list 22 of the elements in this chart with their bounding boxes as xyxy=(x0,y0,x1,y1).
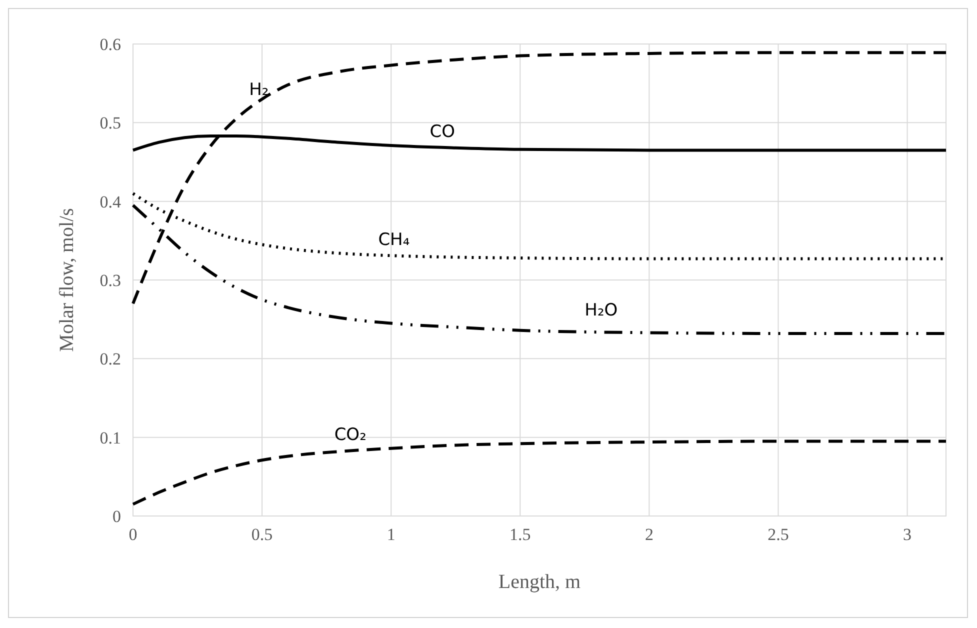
series-label: CH₄ xyxy=(378,230,410,250)
y-tick-label: 0.1 xyxy=(100,428,121,448)
x-tick-label: 2.5 xyxy=(768,525,789,544)
series-label: CO₂ xyxy=(334,424,366,445)
y-tick-label: 0 xyxy=(112,507,121,526)
y-tick-label: 0.2 xyxy=(100,350,121,369)
x-tick-label: 1.5 xyxy=(510,525,531,544)
y-axis-title: Molar flow, mol/s xyxy=(56,208,78,352)
x-tick-label: 3 xyxy=(903,525,912,544)
series-label: CO xyxy=(430,122,456,142)
x-tick-label: 2 xyxy=(644,525,654,544)
line-series xyxy=(132,440,948,506)
series-label: H₂O xyxy=(584,300,618,321)
x-tick-label: 1 xyxy=(386,525,396,544)
y-tick-label: 0.5 xyxy=(100,114,121,133)
y-tick-label: 0.4 xyxy=(100,192,122,212)
y-tick-label: 0.3 xyxy=(100,271,121,290)
x-tick-label: 0.5 xyxy=(251,525,273,544)
x-tick-label: 0 xyxy=(128,525,138,544)
y-tick-label: 0.6 xyxy=(100,35,121,54)
series-label: H₂ xyxy=(249,80,269,100)
x-axis-title: Length, m xyxy=(498,571,582,593)
